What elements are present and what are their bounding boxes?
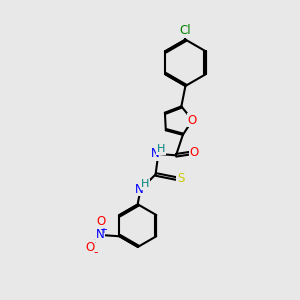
Text: +: + xyxy=(99,225,107,235)
Text: N: N xyxy=(135,183,144,196)
Text: N: N xyxy=(95,228,104,242)
Text: Cl: Cl xyxy=(180,24,191,38)
Text: O: O xyxy=(189,146,198,159)
Text: S: S xyxy=(177,172,184,185)
Text: O: O xyxy=(188,114,197,127)
Text: O: O xyxy=(97,215,106,228)
Text: H: H xyxy=(141,179,150,190)
Text: -: - xyxy=(94,246,98,259)
Text: O: O xyxy=(85,241,95,254)
Text: N: N xyxy=(151,147,159,161)
Text: H: H xyxy=(157,144,165,154)
